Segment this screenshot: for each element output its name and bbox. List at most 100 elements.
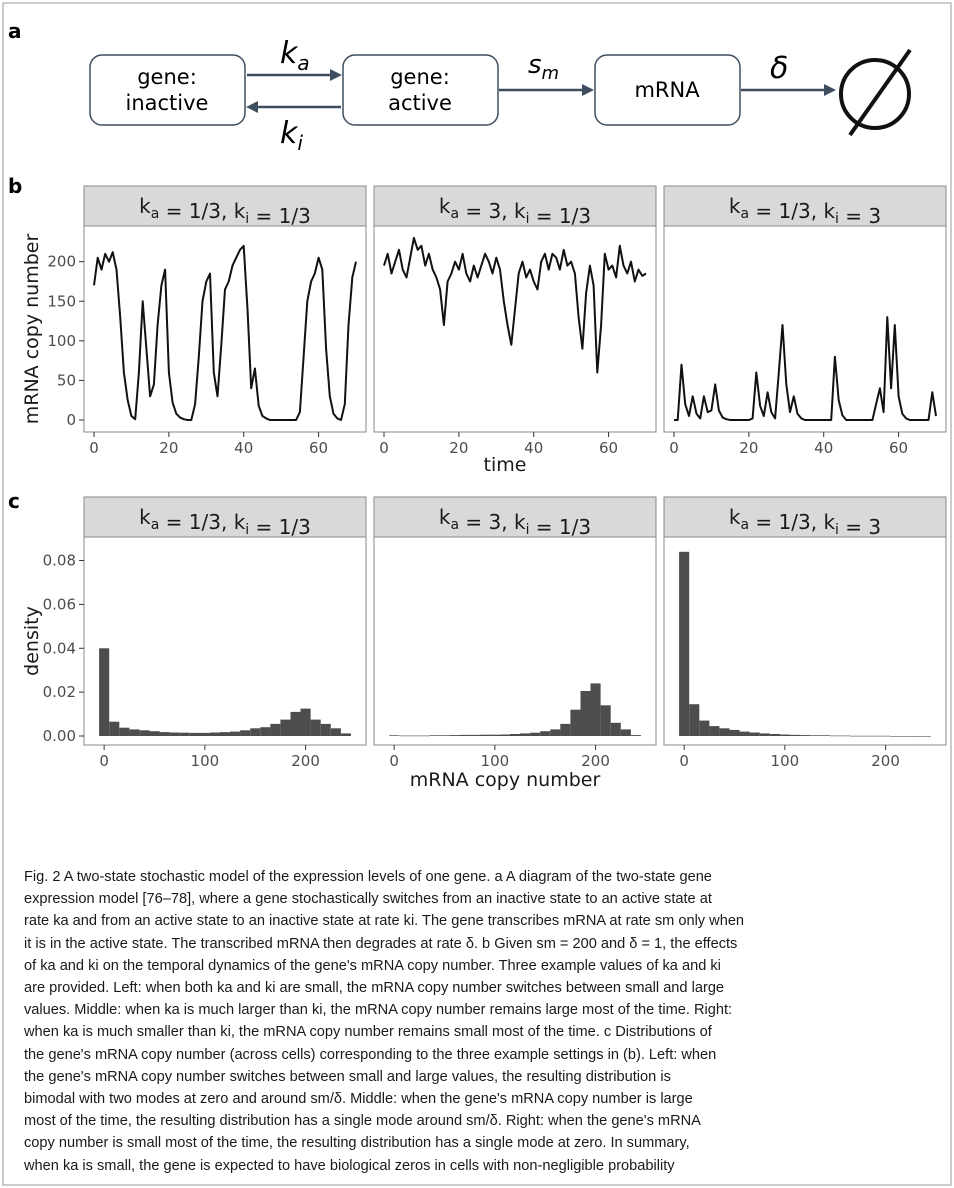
x-tick-label-b-2: 0 <box>379 439 389 457</box>
arrow-inactivate-head <box>246 101 258 113</box>
histogram-bar <box>260 727 271 736</box>
histogram-bar <box>779 734 790 736</box>
histogram-bar <box>550 729 561 736</box>
box-mrna <box>594 54 741 126</box>
caption-line: bimodal with two modes at zero and aroun… <box>24 1091 693 1108</box>
histogram-bar <box>220 732 231 736</box>
histogram-bar <box>530 732 541 736</box>
histogram-bar <box>920 736 931 737</box>
histogram-bar <box>890 736 901 737</box>
histogram-bar <box>489 734 500 736</box>
x-tick-label-c-3: 100 <box>771 752 800 770</box>
histogram-bar <box>230 731 241 736</box>
facet-c-2-title: ka = 3, ki = 1/3 <box>439 505 591 539</box>
histogram-bar <box>469 734 480 736</box>
arrow-degrade-head <box>824 84 836 96</box>
histogram-bar <box>820 735 831 736</box>
histogram-bar <box>910 736 921 737</box>
histogram-bar <box>240 730 251 736</box>
histogram-bar <box>199 732 210 736</box>
histogram-bar <box>719 728 730 736</box>
state-diagram: gene: inactive gene: active mRNA ka ki s… <box>89 36 912 155</box>
x-tick-label-c-2: 100 <box>481 752 510 770</box>
y-tick-label-c: 0.08 <box>43 552 76 570</box>
y-axis-label-b: mRNA copy number <box>21 234 43 425</box>
histogram-bar <box>729 729 740 736</box>
x-tick-label-b-1: 0 <box>89 439 99 457</box>
box-gene-active-label-2: active <box>388 91 452 115</box>
caption-line: the gene's mRNA copy number (across cell… <box>24 1046 717 1063</box>
histogram-bar <box>439 735 450 736</box>
histogram-bar <box>499 734 510 736</box>
panel-b-timeseries: ka = 1/3, ki = 1/3 0 20 40 60 ka = 3, ki = 1/… <box>21 185 947 476</box>
histogram-bar <box>290 711 301 736</box>
histogram-bar <box>540 731 551 736</box>
x-tick-label-b-2: 40 <box>524 439 543 457</box>
histogram-bar <box>769 734 780 736</box>
facet-c-3-title: ka = 1/3, ki = 3 <box>729 505 881 539</box>
figure-caption: Fig. 2 A two-state stochastic model of t… <box>24 866 942 1177</box>
histogram-bar <box>759 733 770 736</box>
caption-line: most of the time, the resulting distribu… <box>24 1113 701 1130</box>
x-tick-label-b-1: 60 <box>309 439 328 457</box>
histogram-bar <box>409 735 420 737</box>
histogram-bar <box>139 730 150 736</box>
plot-c-3-area <box>663 536 947 746</box>
x-tick-label-b-3: 40 <box>814 439 833 457</box>
y-tick-label-b: 0 <box>66 411 76 429</box>
histogram-bar <box>419 735 430 737</box>
caption-line: when ka is small, the gene is expected t… <box>24 1157 675 1174</box>
series-line-b-1 <box>93 244 357 421</box>
plot-c-2-area <box>373 536 657 746</box>
facet-b-2-strip <box>373 185 657 227</box>
caption-line: rate ka and from an active state to an i… <box>24 913 745 930</box>
histogram-bar <box>610 722 621 736</box>
x-tick-label-b-1: 40 <box>234 439 253 457</box>
histogram-bar <box>189 732 200 736</box>
histogram-bar <box>789 734 800 736</box>
histogram-bar <box>389 735 400 736</box>
histogram-bar <box>320 723 331 736</box>
facet-b-1-title: ka = 1/3, ki = 1/3 <box>139 194 311 228</box>
y-axis-label-c: density <box>21 606 43 676</box>
plot-b-1-area <box>83 225 367 433</box>
histogram-bar <box>880 735 891 737</box>
histogram-bar <box>209 732 220 736</box>
histogram-bar <box>840 735 851 737</box>
histogram-bar <box>600 705 611 736</box>
box-gene-inactive <box>89 54 246 126</box>
x-tick-label-c-3: 0 <box>679 752 689 770</box>
arrow-activate-head <box>330 69 342 81</box>
x-tick-label-c-2: 200 <box>581 752 610 770</box>
histogram-bar <box>280 719 291 736</box>
x-tick-label-b-1: 20 <box>159 439 178 457</box>
plot-b-3-area <box>663 225 947 433</box>
box-gene-active-label: gene: <box>390 65 450 89</box>
histogram-bar <box>159 732 170 736</box>
histogram-bar <box>699 720 710 736</box>
rate-ki-label: ki <box>280 116 303 155</box>
rate-sm-label: sm <box>528 50 559 84</box>
caption-line: of ka and ki on the temporal dynamics of… <box>24 957 721 974</box>
histogram-bar <box>459 734 470 736</box>
facet-b-3-title: ka = 1/3, ki = 3 <box>729 194 881 228</box>
x-tick-label-b-3: 20 <box>739 439 758 457</box>
histogram-bar <box>580 691 591 736</box>
caption-line: are provided. Left: when both ka and ki … <box>24 980 725 997</box>
histogram-bar <box>310 719 321 736</box>
x-tick-label-c-1: 0 <box>99 752 109 770</box>
x-tick-label-b-3: 60 <box>889 439 908 457</box>
plot-b-2-area <box>373 225 657 433</box>
histogram-bar <box>129 729 140 736</box>
facet-c-2-strip <box>373 496 657 538</box>
x-axis-label-c: mRNA copy number <box>410 769 601 791</box>
histogram-bar <box>800 735 811 736</box>
caption-line: the gene's mRNA copy number switches bet… <box>24 1068 671 1085</box>
x-tick-label-c-1: 200 <box>291 752 320 770</box>
histogram-bar <box>270 723 281 736</box>
caption-line: Fig. 2 A two-state stochastic model of t… <box>24 869 712 885</box>
histogram-bar <box>739 731 750 736</box>
histogram-bar <box>330 728 341 736</box>
caption-line: it is in the active state. The transcrib… <box>24 935 738 952</box>
